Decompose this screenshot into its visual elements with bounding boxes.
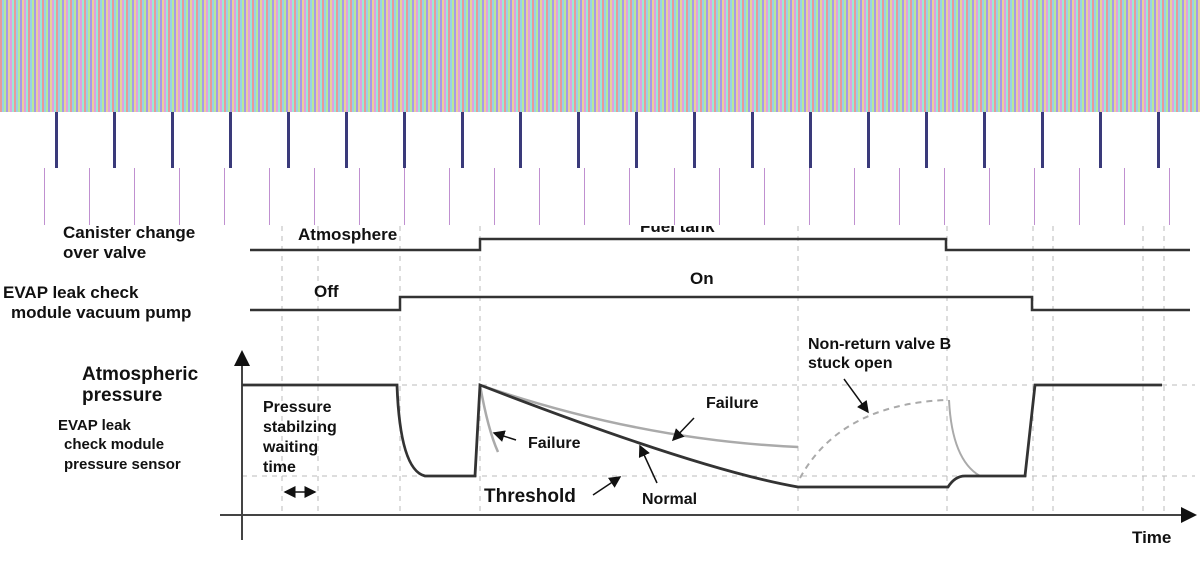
wait-label: time — [263, 459, 296, 476]
failure-slow-curve — [479, 383, 799, 449]
canister-label: over valve — [63, 243, 146, 262]
failure-fast-arrow — [492, 430, 517, 442]
stuck-open-label: Non-return valve B — [808, 336, 951, 353]
canister-label: Canister change — [63, 223, 195, 242]
wait-label: waiting — [262, 439, 318, 456]
wait-label: Pressure — [263, 399, 332, 416]
stuck-open-label: stuck open — [808, 355, 892, 372]
pump-signal-line — [250, 295, 1190, 312]
wait-label: stabilzing — [263, 419, 337, 436]
threshold-arrow — [592, 476, 622, 496]
atmospheric-pressure-label: Atmospheric — [82, 364, 199, 385]
release-failure-curve — [948, 399, 981, 477]
time-axis-label: Time — [1132, 528, 1171, 547]
sensor-label: check module — [64, 436, 164, 453]
canister-low-state: Atmosphere — [298, 225, 397, 244]
failure-fast-curve — [478, 384, 500, 453]
stuck-open-curve — [799, 399, 946, 479]
corrupted-stripe-band — [0, 168, 1200, 225]
grid-lines — [242, 226, 1195, 515]
canister-signal-line — [250, 237, 1190, 252]
corrupted-stripe-band — [0, 0, 1200, 112]
threshold-label: Threshold — [484, 486, 576, 507]
normal-label: Normal — [642, 491, 697, 508]
pump-label: module vacuum pump — [11, 303, 191, 322]
failure-slow-label: Failure — [706, 395, 759, 412]
failure-fast-label: Failure — [528, 435, 581, 452]
sensor-label: EVAP leak — [58, 417, 131, 434]
normal-pressure-curve — [242, 382, 1162, 489]
sensor-label: pressure sensor — [64, 456, 181, 473]
corrupted-stripe-band — [0, 112, 1200, 168]
failure-slow-arrow — [671, 417, 695, 442]
pump-label: EVAP leak check — [3, 283, 139, 302]
stuck-open-arrow — [843, 378, 869, 414]
atmospheric-pressure-label: pressure — [82, 385, 162, 406]
pump-on-state: On — [690, 269, 714, 288]
canister-high-state: Fuel tank — [640, 217, 715, 236]
pump-off-state: Off — [314, 282, 339, 301]
normal-arrow — [638, 444, 658, 484]
